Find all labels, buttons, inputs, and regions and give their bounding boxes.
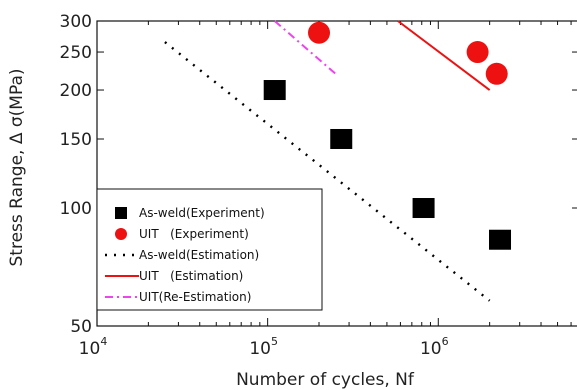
y-axis-label: Stress Range, Δ σ(MPa) bbox=[7, 69, 27, 267]
data-point-circle bbox=[466, 41, 489, 64]
legend-label: UIT (Estimation) bbox=[139, 269, 243, 283]
x-tick-base: 10 bbox=[420, 339, 442, 359]
y-tick-label: 50 bbox=[70, 317, 92, 337]
data-point-square bbox=[330, 128, 353, 149]
series-line-2 bbox=[164, 41, 491, 302]
data-point-square bbox=[263, 80, 286, 101]
y-tick-label: 300 bbox=[60, 12, 92, 32]
legend: As-weld(Experiment) UIT (Experiment) As-we… bbox=[96, 188, 323, 311]
data-point-square bbox=[489, 229, 512, 250]
y-tick-label: 250 bbox=[60, 43, 92, 63]
x-tick-label: 105 bbox=[249, 335, 278, 359]
x-tick-exponent: 4 bbox=[100, 335, 107, 348]
legend-box bbox=[96, 188, 323, 311]
y-tick-label: 150 bbox=[60, 130, 92, 150]
x-tick-exponent: 6 bbox=[442, 335, 449, 348]
legend-marker-square bbox=[115, 207, 127, 219]
legend-label: As-weld(Estimation) bbox=[139, 248, 259, 262]
x-axis-label: Number of cycles, Nf bbox=[236, 370, 415, 390]
y-tick-label: 100 bbox=[60, 199, 92, 219]
data-point-circle bbox=[308, 21, 331, 44]
x-tick-label: 106 bbox=[420, 335, 449, 359]
data-point-circle bbox=[485, 62, 508, 85]
axes-frame bbox=[96, 20, 577, 327]
series-line-3 bbox=[397, 20, 491, 91]
series-line-4 bbox=[274, 20, 337, 75]
legend-label: UIT(Re-Estimation) bbox=[139, 290, 251, 304]
legend-label: As-weld(Experiment) bbox=[139, 206, 265, 220]
legend-label: UIT (Experiment) bbox=[139, 227, 249, 241]
legend-items: As-weld(Experiment) UIT (Experiment) As-we… bbox=[105, 206, 265, 304]
x-tick-label: 104 bbox=[79, 335, 108, 359]
plot-area bbox=[96, 20, 577, 327]
data-point-square bbox=[412, 198, 435, 219]
series-layer bbox=[164, 20, 512, 302]
x-tick-base: 10 bbox=[249, 339, 271, 359]
x-tick-exponent: 5 bbox=[271, 335, 278, 348]
y-tick-label: 200 bbox=[60, 81, 92, 101]
axis-ticks bbox=[96, 20, 577, 327]
x-tick-base: 10 bbox=[79, 339, 101, 359]
legend-marker-circle bbox=[115, 228, 127, 240]
